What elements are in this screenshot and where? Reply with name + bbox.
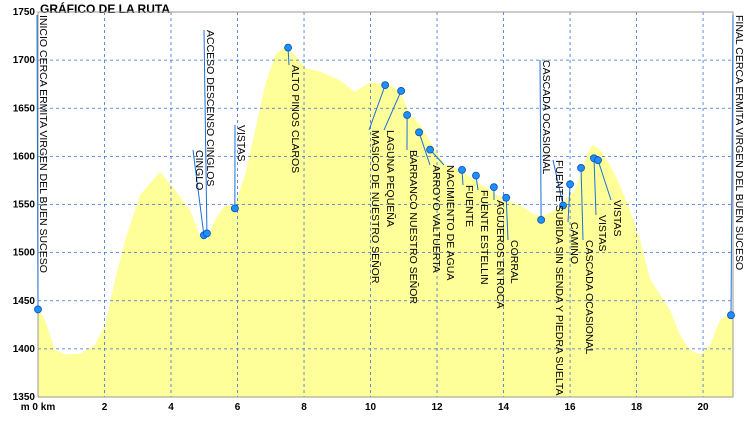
annotation-label: NACIMIENTO DE AGUA xyxy=(444,165,456,280)
annotation-label: CASCADA OCASIONAL xyxy=(540,60,552,175)
annotation-label: AGUJEROS EN ROCA xyxy=(494,200,506,309)
waypoint-marker xyxy=(403,111,412,119)
waypoint-marker xyxy=(34,305,42,314)
annotation-connector xyxy=(192,149,205,236)
annotation-label: CINGLO xyxy=(193,150,205,190)
annotation-connector xyxy=(567,184,571,223)
annotation-label: VISTAS xyxy=(235,125,247,162)
y-tick-label: 1600 xyxy=(13,151,36,162)
waypoint-marker xyxy=(559,201,567,210)
waypoint-marker xyxy=(472,171,480,180)
x-tick-label: 2 xyxy=(102,402,108,413)
annotation-label: FUENTE ESTELLIN xyxy=(478,190,490,285)
annotation-connector xyxy=(368,84,386,131)
annotation-connector xyxy=(552,159,564,206)
annotation-connector xyxy=(418,132,431,166)
x-tick-label: 18 xyxy=(631,402,643,413)
y-tick-label: 1500 xyxy=(13,248,36,259)
annotation-label: CASCADA OCASIONAL xyxy=(583,240,595,355)
y-tick-label: 1650 xyxy=(13,103,36,114)
annotation-label: ALTO PINOS CLAROS xyxy=(289,65,301,173)
annotation-label: CORRAL xyxy=(508,240,520,284)
waypoint-marker xyxy=(490,183,498,192)
waypoint-marker xyxy=(284,43,292,52)
x-tick-label: 12 xyxy=(431,402,443,413)
annotation-label: FINAL CERCA ERMITA VIRGEN DEL BUEN SUCES… xyxy=(733,15,745,270)
annotation-label: VISTAS xyxy=(611,200,623,237)
annotation-connector xyxy=(36,14,39,310)
y-tick-label: 1400 xyxy=(13,344,36,355)
y-tick-label: 1550 xyxy=(13,200,36,211)
annotation-connector xyxy=(580,167,584,241)
annotation-label: VISTAS xyxy=(596,215,608,252)
x-tick-label: 10 xyxy=(365,402,377,413)
x-tick-label: 16 xyxy=(564,402,576,413)
annotation-connector xyxy=(539,59,542,220)
annotation-label: ACCESO DESCENSO CINGLOS xyxy=(204,30,216,186)
annotation-connector xyxy=(593,158,597,216)
x-tick-label: 6 xyxy=(235,402,241,413)
waypoint-marker xyxy=(230,204,239,213)
waypoint-marker xyxy=(458,165,466,174)
waypoint-marker xyxy=(727,311,735,320)
waypoint-marker xyxy=(415,128,423,137)
waypoint-marker xyxy=(426,145,434,154)
annotation-connector xyxy=(383,90,402,131)
waypoint-marker xyxy=(577,164,585,172)
x-tick-label: 8 xyxy=(301,402,307,413)
annotation-connector xyxy=(597,160,612,201)
annotation-label: LAGUNA PEQUEÑA xyxy=(384,130,397,227)
y-tick-label: 1350 xyxy=(13,392,36,403)
annotation-label: BARRANCO NUESTRO SEÑOR xyxy=(407,150,420,304)
annotation-label: INICIO CERCA ERMITA VIRGEN DEL BUEN SUCE… xyxy=(37,15,49,273)
waypoint-marker xyxy=(381,81,390,90)
x-tick-label: 14 xyxy=(498,402,510,413)
waypoint-marker xyxy=(203,229,211,238)
chart-title: GRÁFICO DE LA RUTA xyxy=(40,1,170,16)
y-tick-label: 1700 xyxy=(13,55,36,66)
annotation-label: MASICO DE NUESTRO SEÑOR xyxy=(369,130,382,284)
annotation-label: ARROYO VALTUERTA xyxy=(430,165,442,273)
waypoint-marker xyxy=(566,180,574,189)
annotation-label: FUENTE xyxy=(463,185,475,227)
y-tick-label: 1750 xyxy=(13,7,36,18)
annotation-label: CAMINO xyxy=(568,222,580,264)
y-tick-label: 1450 xyxy=(13,296,36,307)
annotation-label: FUENTE SUBIDA SIN SENDA Y PIEDRA SUELTA xyxy=(553,160,565,396)
waypoint-marker xyxy=(397,87,406,95)
waypoint-marker xyxy=(537,215,546,224)
x-tick-label: 4 xyxy=(168,402,174,413)
x-tick-label: m 0 km xyxy=(21,402,56,413)
waypoint-marker xyxy=(502,193,511,202)
annotation-connector xyxy=(730,14,734,316)
annotation-connector xyxy=(505,197,509,241)
elevation-area xyxy=(38,46,733,398)
annotation-connector xyxy=(203,29,208,234)
waypoint-marker xyxy=(594,156,602,165)
x-tick-label: 20 xyxy=(698,402,710,413)
